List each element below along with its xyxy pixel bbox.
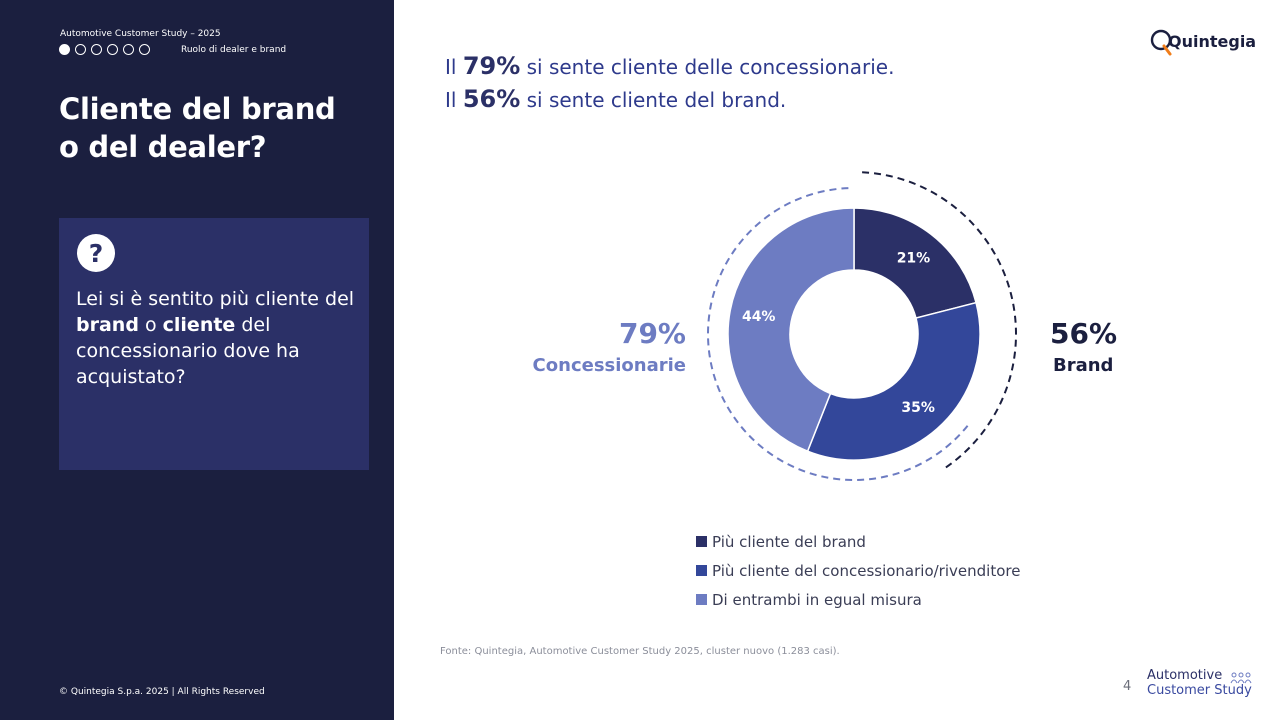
logo-text: Quintegia	[1168, 32, 1257, 51]
automotive-customer-study-mark: Automotive Customer Study	[1147, 668, 1252, 698]
headline-line2: Il 56% si sente cliente del brand.	[445, 83, 894, 116]
legend-label: Più cliente del concessionario/rivendito…	[712, 561, 1021, 580]
headline-suffix: si sente cliente del brand.	[520, 88, 787, 112]
question-part: del concessionario dove ha acquistato?	[76, 314, 300, 388]
chart-legend: Più cliente del brand Più cliente del con…	[696, 527, 1020, 614]
brand-group-arc	[862, 171, 1017, 470]
sidebar-panel: Automotive Customer Study – 2025 Ruolo d…	[0, 0, 394, 720]
progress-dots	[59, 44, 150, 55]
copyright: © Quintegia S.p.a. 2025 | All Rights Res…	[59, 687, 265, 697]
page-title-line2: o del dealer?	[59, 130, 267, 164]
brand-mark-line1: Automotive	[1147, 668, 1223, 683]
progress-dot	[123, 44, 134, 55]
progress-dot	[139, 44, 150, 55]
legend-swatch	[696, 594, 707, 605]
study-label: Automotive Customer Study – 2025	[60, 29, 221, 39]
headline-suffix: si sente cliente delle concessionarie.	[520, 55, 895, 79]
legend-item: Più cliente del concessionario/rivendito…	[696, 556, 1020, 585]
legend-label: Di entrambi in egual misura	[712, 590, 922, 609]
question-text: Lei si è sentito più cliente del brand o…	[76, 286, 361, 390]
slice-data-label: 35%	[901, 400, 935, 416]
question-part: o	[138, 314, 163, 336]
source-note: Fonte: Quintegia, Automotive Customer St…	[440, 646, 840, 657]
section-label: Ruolo di dealer e brand	[181, 45, 287, 55]
concessionarie-group-value: 79%	[619, 317, 686, 350]
slice-data-label: 44%	[742, 309, 776, 325]
page-title-line1: Cliente del brand	[59, 92, 336, 126]
progress-dot	[75, 44, 86, 55]
headline-prefix: Il	[445, 88, 463, 112]
donut-slice	[727, 207, 855, 453]
question-bold-cliente: cliente	[162, 314, 236, 336]
legend-swatch	[696, 565, 707, 576]
question-box: ? Lei si è sentito più cliente del brand…	[59, 218, 369, 470]
legend-swatch	[696, 536, 707, 547]
brand-group-value: 56%	[1050, 317, 1117, 350]
headline-value-56: 56%	[462, 85, 521, 113]
legend-label: Più cliente del brand	[712, 532, 866, 551]
headline: Il 79% si sente cliente delle concession…	[445, 50, 894, 116]
progress-dot	[59, 44, 70, 55]
legend-item: Di entrambi in egual misura	[696, 585, 1020, 614]
headline-value-79: 79%	[462, 52, 521, 80]
brand-group-label: Brand	[1053, 355, 1113, 376]
question-bold-brand: brand	[76, 314, 139, 336]
quintegia-logo: Quintegia	[1150, 26, 1257, 60]
page-number: 4	[1123, 679, 1132, 694]
legend-item: Più cliente del brand	[696, 527, 1020, 556]
headline-line1: Il 79% si sente cliente delle concession…	[445, 50, 894, 83]
donut-slice	[853, 207, 977, 319]
concessionarie-group-label: Concessionarie	[533, 355, 686, 376]
people-icon	[1230, 672, 1252, 684]
slice-data-label: 21%	[897, 250, 931, 266]
brand-mark-line2: Customer Study	[1147, 683, 1252, 698]
donut-slice	[806, 301, 981, 461]
question-part: Lei si è sentito più cliente del	[76, 288, 355, 310]
question-icon: ?	[77, 234, 115, 272]
progress-dot	[107, 44, 118, 55]
concessionarie-group-arc	[707, 187, 969, 481]
headline-prefix: Il	[445, 55, 463, 79]
quintegia-logo-icon	[1150, 29, 1172, 56]
page-title: Cliente del brand o del dealer?	[59, 90, 379, 166]
progress-dot	[91, 44, 102, 55]
